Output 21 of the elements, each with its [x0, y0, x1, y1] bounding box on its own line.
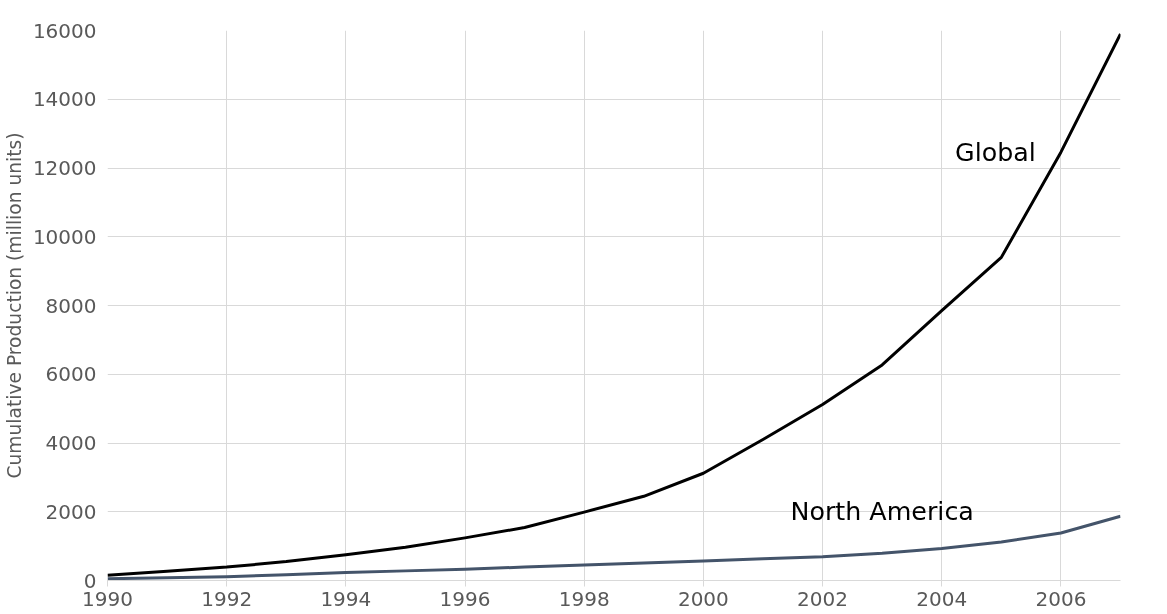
- x-tick-label: 2002: [797, 586, 849, 611]
- x-tick-label: 2000: [677, 586, 729, 611]
- y-tick-label: 0: [83, 568, 97, 593]
- y-tick-label: 12000: [32, 156, 97, 180]
- x-tick-label: 1996: [439, 586, 491, 611]
- line-series: [107, 32, 1121, 577]
- y-tick-label: 6000: [45, 362, 97, 387]
- series-label: North America: [790, 496, 974, 527]
- x-tick-label: 2006: [1035, 586, 1087, 611]
- y-tick-label: 10000: [32, 224, 97, 249]
- x-tick-label: 1998: [558, 586, 610, 611]
- series-label: Global: [955, 137, 1036, 168]
- y-tick-label: 4000: [45, 431, 97, 455]
- x-tick-label: 1992: [201, 586, 253, 611]
- y-tick-label: 14000: [32, 87, 97, 112]
- x-tick-label: 2004: [916, 586, 968, 611]
- y-axis-title: Cumulative Production (million units): [3, 132, 25, 479]
- y-tick-label: 2000: [45, 499, 97, 524]
- y-tick-label: 8000: [45, 293, 97, 318]
- x-tick-label: 1994: [320, 586, 372, 611]
- y-tick-label: 16000: [32, 18, 97, 43]
